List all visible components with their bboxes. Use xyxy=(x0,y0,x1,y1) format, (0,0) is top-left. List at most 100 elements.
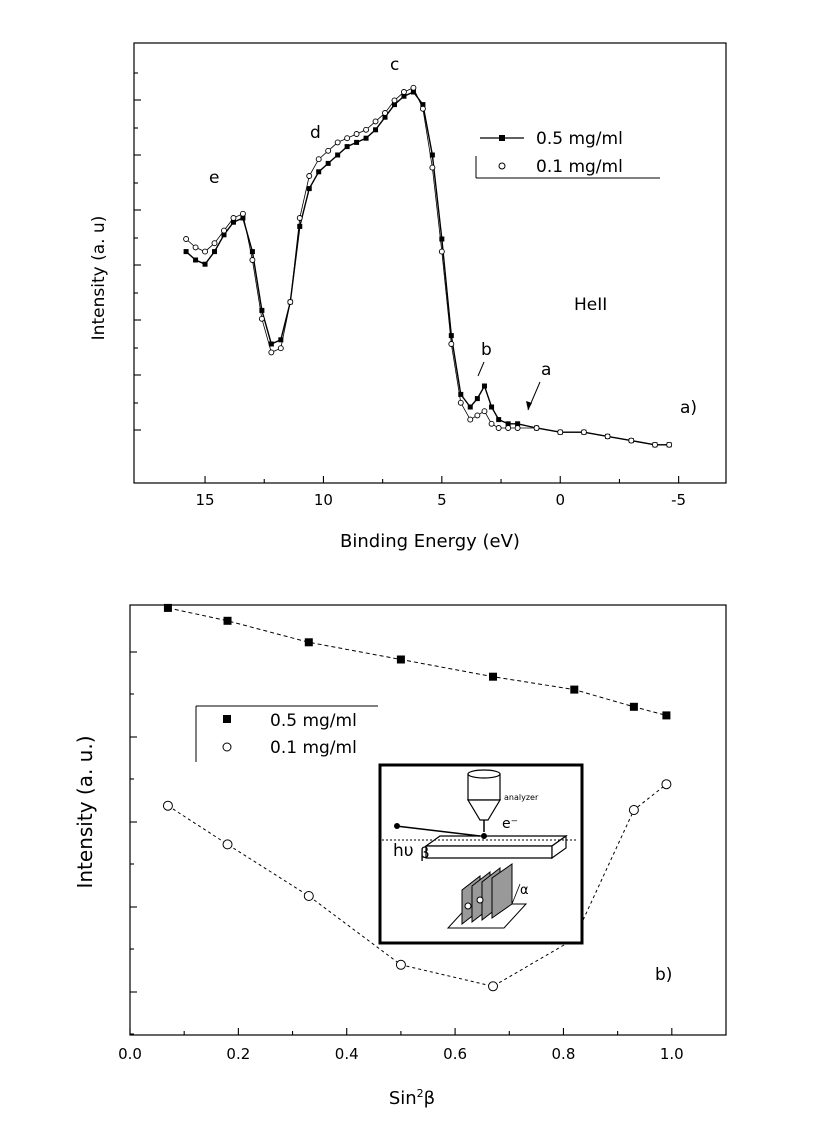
a-point-05 xyxy=(439,236,445,242)
sample-plate-top xyxy=(424,835,568,847)
panel-a-letter: a) xyxy=(680,398,697,418)
b-point-05 xyxy=(223,616,232,625)
panel-a-x-axis-title: Binding Energy (eV) xyxy=(340,531,520,552)
legend-a-marker-open-circle xyxy=(498,162,506,170)
a-point-05 xyxy=(335,152,341,158)
legend-a-label-1: 0.1 mg/ml xyxy=(536,157,623,177)
a-point-05 xyxy=(420,102,426,108)
a-point-01 xyxy=(344,135,351,142)
analyzer-cone xyxy=(466,799,502,821)
panel-b-legend: 0.5 mg/ml 0.1 mg/ml xyxy=(195,705,378,762)
a-point-05 xyxy=(373,127,379,133)
a-point-01 xyxy=(652,441,658,448)
panel-b-letter: b) xyxy=(655,965,672,985)
a-point-01 xyxy=(533,425,540,431)
a-xtick-label: -5 xyxy=(671,491,686,509)
a-point-05 xyxy=(363,135,369,141)
panel-b-x-axis-title: Sin2β xyxy=(389,1087,435,1109)
sample-plate-side xyxy=(551,834,567,860)
a-point-05 xyxy=(249,249,255,255)
a-point-01 xyxy=(401,89,407,95)
panel-a-y-axis-title: Intensity (a. u) xyxy=(89,216,109,341)
a-point-01 xyxy=(239,210,246,217)
a-point-01 xyxy=(457,399,464,406)
a-point-01 xyxy=(495,425,502,431)
a-xtick-label: 15 xyxy=(195,491,214,509)
peak-label-e: e xyxy=(209,168,219,188)
b-point-01 xyxy=(395,959,406,970)
a-point-01 xyxy=(419,105,426,112)
a-point-05 xyxy=(448,333,454,339)
panel-a: 15 10 5 0 -5 Binding Energy (eV) Intensity (… xyxy=(89,42,727,552)
legend-a-marker-filled-square xyxy=(499,135,505,141)
a-point-05 xyxy=(316,169,322,175)
a-point-01 xyxy=(325,147,332,154)
panel-a-frame xyxy=(133,42,727,484)
a-point-01 xyxy=(363,126,370,133)
peak-b-arrow xyxy=(477,361,485,377)
a-point-01 xyxy=(221,227,227,234)
b-point-01 xyxy=(488,981,499,992)
b-point-05 xyxy=(489,672,498,681)
electron-label: e⁻ xyxy=(502,816,518,832)
analyzer-label: analyzer xyxy=(504,793,539,802)
a-point-01 xyxy=(183,236,190,242)
b-point-01 xyxy=(303,891,314,901)
angle-alpha-arc xyxy=(511,883,521,905)
a-xtick-label: 0 xyxy=(555,491,565,509)
analyzer-top xyxy=(467,769,501,779)
panel-a-legend: 0.5 mg/ml 0.1 mg/ml xyxy=(475,129,660,179)
a-point-01 xyxy=(438,248,445,255)
a-point-01 xyxy=(192,244,199,251)
a-point-05 xyxy=(474,396,480,402)
b-point-01 xyxy=(162,800,173,811)
x-title-tail: β xyxy=(424,1088,436,1109)
a-point-01 xyxy=(268,349,275,356)
a-point-05 xyxy=(481,383,487,389)
a-point-01 xyxy=(514,425,521,431)
a-point-05 xyxy=(306,186,312,192)
a-point-01 xyxy=(334,139,341,146)
panel-b-frame xyxy=(129,604,727,1036)
peak-label-b: b xyxy=(481,340,492,360)
legend-b-label-0: 0.5 mg/ml xyxy=(270,711,357,731)
a-point-01 xyxy=(353,131,360,137)
photon-source-dot xyxy=(394,823,400,829)
a-point-05 xyxy=(429,152,435,158)
a-point-01 xyxy=(557,429,564,436)
legend-b-label-1: 0.1 mg/ml xyxy=(270,738,357,758)
a-xtick-label: 5 xyxy=(437,491,447,509)
a-point-01 xyxy=(249,257,256,263)
angle-alpha-label: α xyxy=(520,883,529,898)
b-xtick-label: 0.4 xyxy=(335,1045,359,1063)
molecule-marker-1 xyxy=(464,902,472,910)
source-label-heii: HeII xyxy=(574,295,607,315)
a-point-05 xyxy=(183,249,189,255)
b-xtick-label: 0.2 xyxy=(226,1045,250,1063)
peak-label-c: c xyxy=(390,55,399,75)
a-xtick-label: 10 xyxy=(314,491,333,509)
a-point-05 xyxy=(354,139,360,145)
peak-a-arrowhead xyxy=(526,401,532,410)
a-point-01 xyxy=(628,437,635,444)
a-point-01 xyxy=(211,240,218,247)
peak-label-d: d xyxy=(310,123,321,143)
a-point-01 xyxy=(315,156,322,163)
a-point-01 xyxy=(467,416,474,423)
b-xtick-label: 0.8 xyxy=(552,1045,576,1063)
a-point-01 xyxy=(505,425,512,431)
b-xtick-label: 0.6 xyxy=(443,1045,467,1063)
b-series-line-1 xyxy=(167,783,667,987)
b-xtick-label: 0.0 xyxy=(118,1045,142,1063)
a-point-05 xyxy=(410,89,416,95)
a-point-01 xyxy=(287,299,294,305)
molecule-marker-2 xyxy=(476,896,484,904)
b-point-05 xyxy=(163,603,172,612)
inset-geometry-schematic: analyzer hυ β e⁻ α xyxy=(378,763,584,945)
a-point-01 xyxy=(481,408,488,415)
angle-beta-label: β xyxy=(420,844,430,862)
a-point-05 xyxy=(515,421,521,427)
b-point-05 xyxy=(629,702,638,711)
a-point-05 xyxy=(221,232,227,238)
a-point-01 xyxy=(277,345,284,352)
